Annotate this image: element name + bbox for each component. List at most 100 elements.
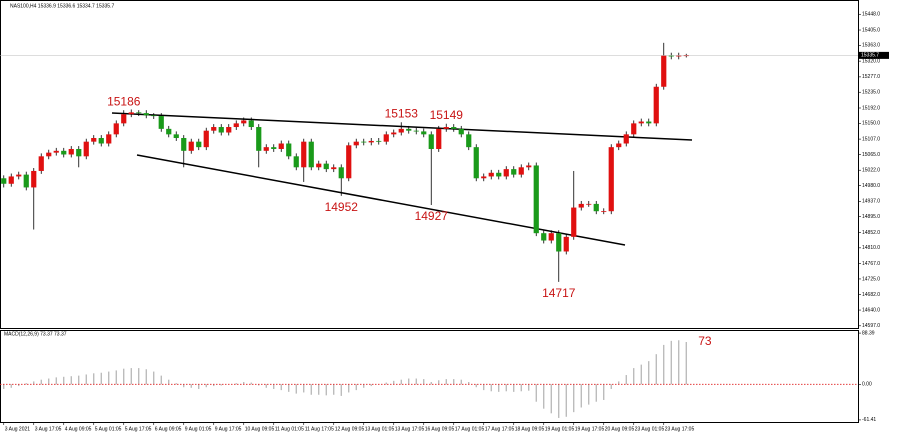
y-tick-label: 15448.0 — [862, 12, 880, 18]
candle-body — [601, 211, 607, 213]
y-tick-label: 0.00 — [862, 382, 872, 388]
x-tick-label: 5 Aug 17:05 — [125, 426, 152, 432]
y-tick-label: 14895.0 — [862, 214, 880, 220]
y-tick-label: 14852.0 — [862, 230, 880, 236]
candle-body — [563, 236, 569, 252]
y-tick-label: 14682.0 — [862, 292, 880, 298]
candle-body — [338, 167, 344, 179]
candle-body — [278, 143, 284, 149]
x-tick-label: 17 Aug 01:05 — [455, 426, 485, 432]
y-tick-label: -61.41 — [862, 417, 876, 423]
x-tick-label: 20 Aug 09:05 — [605, 426, 635, 432]
candle-body — [323, 163, 329, 170]
chart-title: NAS100,H4 15336.9 15336.6 15334.7 15335.… — [10, 3, 114, 9]
x-tick-label: 5 Aug 01:05 — [95, 426, 122, 432]
candle-body — [451, 127, 457, 129]
candle-body — [503, 169, 509, 177]
candle-body — [308, 141, 314, 168]
y-tick-label: 15405.0 — [862, 27, 880, 33]
candle-body — [331, 167, 337, 170]
candle-body — [151, 115, 157, 117]
annotation: 15186 — [107, 94, 141, 108]
y-tick-label: 14937.0 — [862, 199, 880, 205]
candle-body — [203, 130, 209, 148]
annotation: 14927 — [415, 209, 449, 223]
x-tick-label: 11 Aug 17:05 — [305, 426, 334, 432]
candle-body — [586, 203, 592, 205]
candle-body — [53, 150, 59, 153]
candle-body — [353, 141, 359, 146]
candle-body — [496, 172, 502, 177]
candle-body — [188, 141, 194, 151]
y-tick-label: 14980.0 — [862, 183, 880, 189]
candle-body — [248, 120, 254, 128]
candle-body — [226, 127, 232, 133]
candle-body — [608, 147, 614, 212]
candle-body — [1, 178, 7, 184]
y-tick-label: 15150.0 — [862, 121, 880, 127]
candle-body — [196, 141, 202, 148]
candle-body — [556, 233, 562, 252]
candle-body — [623, 134, 629, 144]
candle-body — [46, 152, 52, 157]
y-tick-label: 15363.0 — [862, 43, 880, 49]
candle-body — [256, 127, 262, 151]
candle-body — [31, 170, 37, 188]
candle-body — [143, 113, 149, 116]
candle-body — [616, 143, 622, 148]
y-tick-label: 14810.0 — [862, 245, 880, 251]
candle-body — [23, 174, 29, 188]
candle-body — [421, 131, 427, 135]
candle-body — [676, 55, 682, 57]
candle-body — [571, 207, 577, 237]
candle-body — [83, 141, 89, 157]
x-tick-label: 3 Aug 2021 — [5, 426, 31, 432]
candle-body — [301, 141, 307, 168]
trend-line-upper — [111, 112, 693, 141]
x-tick-label: 4 Aug 09:05 — [65, 426, 92, 432]
candle-body — [241, 120, 247, 124]
candle-body — [548, 233, 554, 241]
candle-body — [376, 140, 382, 142]
x-tick-label: 12 Aug 09:05 — [335, 426, 365, 432]
candle-body — [391, 132, 397, 135]
annotation: 73 — [698, 334, 712, 348]
last-price-box — [859, 51, 889, 59]
y-tick-label: 14640.0 — [862, 307, 880, 313]
candle-body — [98, 138, 104, 144]
macd-panel — [0, 330, 859, 423]
candle-body — [436, 128, 442, 149]
x-tick-label: 16 Aug 09:05 — [425, 426, 455, 432]
candle-body — [106, 134, 112, 144]
x-tick-label: 10 Aug 09:05 — [245, 426, 275, 432]
candle-body — [91, 138, 97, 142]
x-tick-label: 9 Aug 17:05 — [215, 426, 242, 432]
candle-body — [541, 233, 547, 241]
candle-body — [481, 176, 487, 179]
candle-body — [8, 176, 14, 184]
candle-body — [458, 128, 464, 135]
x-tick-label: 19 Aug 01:05 — [545, 426, 575, 432]
candle-body — [526, 165, 532, 168]
candle-body — [128, 112, 134, 115]
x-tick-label: 17 Aug 17:05 — [485, 426, 515, 432]
candle-body — [271, 147, 277, 149]
x-tick-label: 23 Aug 01:05 — [635, 426, 665, 432]
candle-body — [316, 163, 322, 168]
x-tick-label: 13 Aug 17:05 — [395, 426, 425, 432]
candle-body — [383, 134, 389, 142]
candle-body — [263, 147, 269, 151]
annotation: 15149 — [430, 108, 464, 122]
x-tick-label: 6 Aug 09:05 — [155, 426, 182, 432]
candle-body — [346, 145, 352, 179]
annotation: 15153 — [385, 106, 419, 120]
candle-body — [38, 156, 44, 171]
candle-body — [121, 114, 127, 124]
annotation: 14717 — [542, 286, 576, 300]
y-tick-label: 15235.0 — [862, 90, 880, 96]
x-tick-label: 9 Aug 01:05 — [185, 426, 212, 432]
candle-body — [173, 134, 179, 139]
candle-body — [466, 134, 472, 148]
y-tick-label: 14767.0 — [862, 261, 880, 267]
x-tick-label: 19 Aug 17:05 — [575, 426, 605, 432]
